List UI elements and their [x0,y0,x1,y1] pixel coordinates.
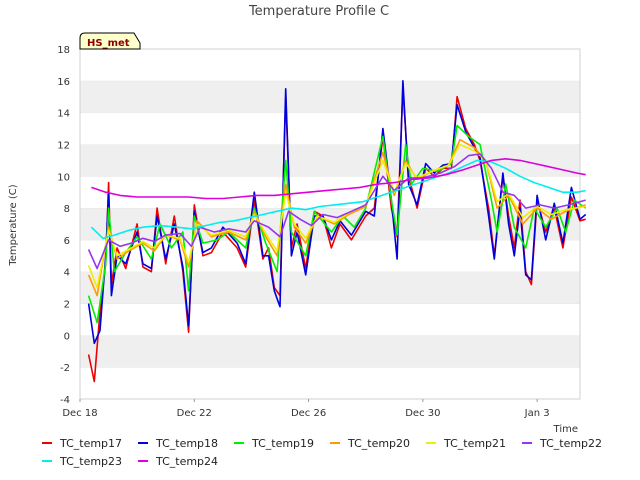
plot-band [80,367,580,399]
series-line-tc-temp20 [87,138,586,297]
series-line-tc-temp22 [87,153,586,270]
legend-label: TC_temp20 [347,437,410,450]
legend-item: TC_temp20 [330,437,410,450]
y-tick-label: 6 [64,236,70,247]
legend-item: TC_temp23 [42,455,122,468]
y-tick-label: 18 [57,45,70,56]
badge-box [79,32,141,50]
series-line-tc-temp21 [87,143,586,289]
plot-band [80,335,580,368]
plot-band [80,144,580,177]
plot-band [80,303,580,336]
legend-label: TC_temp19 [251,437,314,450]
plot-band [80,80,580,113]
x-tick-label: Dec 30 [405,408,440,419]
legend: TC_temp17 TC_temp18 TC_temp19 TC_temp20 TC_t… [42,437,602,468]
x-axis-label: Time [553,424,578,435]
hs-met-badge: HS_met [79,32,141,50]
plot-band [80,112,580,145]
legend-item: TC_temp17 [42,437,122,450]
legend-label: TC_temp24 [155,455,218,468]
series-line-tc-temp23 [90,159,586,240]
y-axis-ticks: -4 -2 0 2 4 6 8 10 12 14 16 18 [57,45,70,406]
legend-item: TC_temp24 [138,455,218,468]
legend-label: TC_temp23 [59,455,122,468]
legend-item: TC_temp22 [522,437,602,450]
badge-label: HS_met [87,38,130,49]
y-tick-label: -4 [60,395,70,406]
y-tick-label: 10 [57,172,70,183]
series-line-tc-temp17 [87,88,586,383]
legend-item: TC_temp18 [138,437,218,450]
legend-label: TC_temp21 [443,437,506,450]
series-lines [87,80,587,383]
chart-title: Temperature Profile C [248,4,389,19]
y-tick-label: 12 [57,140,70,151]
y-tick-label: 4 [64,268,70,279]
x-tick-label: Dec 26 [291,408,326,419]
x-tick-label: Dec 18 [62,408,97,419]
series-line-tc-temp24 [91,158,586,200]
x-tick-label: Dec 22 [177,408,212,419]
plot-band [80,176,580,209]
y-tick-label: 8 [64,204,70,215]
legend-label: TC_temp17 [59,437,122,450]
legend-label: TC_temp22 [539,437,602,450]
y-tick-label: 16 [57,77,70,88]
x-tick-label: Jan 3 [524,408,550,419]
legend-label: TC_temp18 [155,437,218,450]
plot-band [80,271,580,304]
plot-frame [79,48,581,400]
y-tick-label: 14 [57,109,70,120]
y-axis-label: Temperature (C) [8,184,19,266]
x-axis-ticks: Dec 18 Dec 22 Dec 26 Dec 30 Jan 3 [62,399,550,419]
legend-item: TC_temp21 [426,437,506,450]
plot-band [80,49,580,81]
y-tick-label: -2 [60,363,70,374]
y-tick-label: 0 [64,331,70,342]
legend-item: TC_temp19 [234,437,314,450]
series-line-tc-temp18 [87,80,587,345]
y-tick-label: 2 [64,300,70,311]
